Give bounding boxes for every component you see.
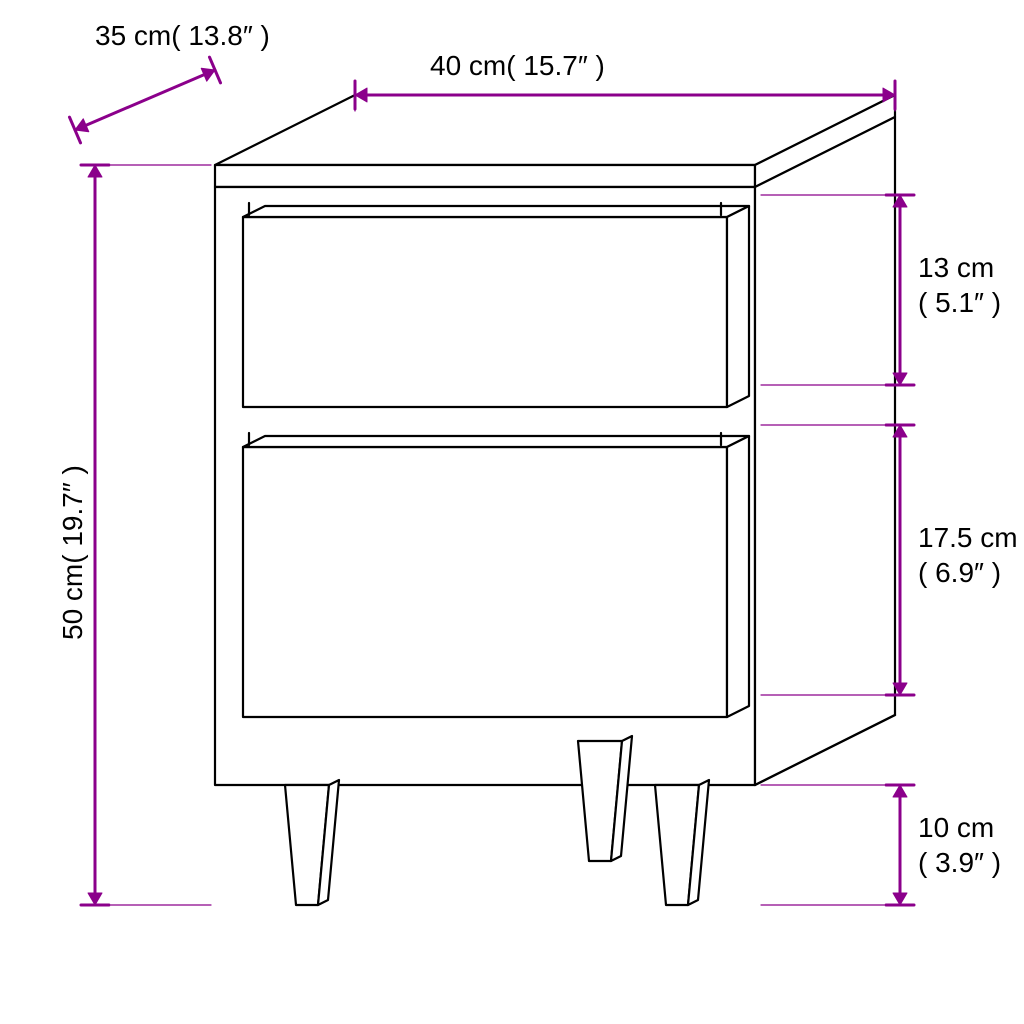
label-depth-cm: 35 cm — [95, 20, 171, 51]
label-legs-in: 3.9″ — [935, 847, 984, 878]
label-d1-in: 5.1″ — [935, 287, 984, 318]
label-width: 40 cm( 15.7″ ) — [430, 48, 605, 83]
label-width-cm: 40 cm — [430, 50, 506, 81]
label-legs-cm: 10 cm — [918, 810, 1001, 845]
label-d2-in: 6.9″ — [935, 557, 984, 588]
label-d2-cm: 17.5 cm — [918, 520, 1018, 555]
label-legs: 10 cm ( 3.9″ ) — [918, 810, 1001, 880]
label-width-in: 15.7″ — [523, 50, 587, 81]
label-height: 50 cm( 19.7″ ) — [55, 465, 90, 640]
label-height-in: 19.7″ — [57, 482, 88, 546]
label-depth: 35 cm( 13.8″ ) — [95, 18, 270, 53]
label-d1-cm: 13 cm — [918, 250, 1001, 285]
label-depth-in: 13.8″ — [188, 20, 252, 51]
label-d2: 17.5 cm ( 6.9″ ) — [918, 520, 1018, 590]
dimension-diagram — [0, 0, 1024, 1024]
label-d1: 13 cm ( 5.1″ ) — [918, 250, 1001, 320]
label-height-cm: 50 cm — [57, 564, 88, 640]
